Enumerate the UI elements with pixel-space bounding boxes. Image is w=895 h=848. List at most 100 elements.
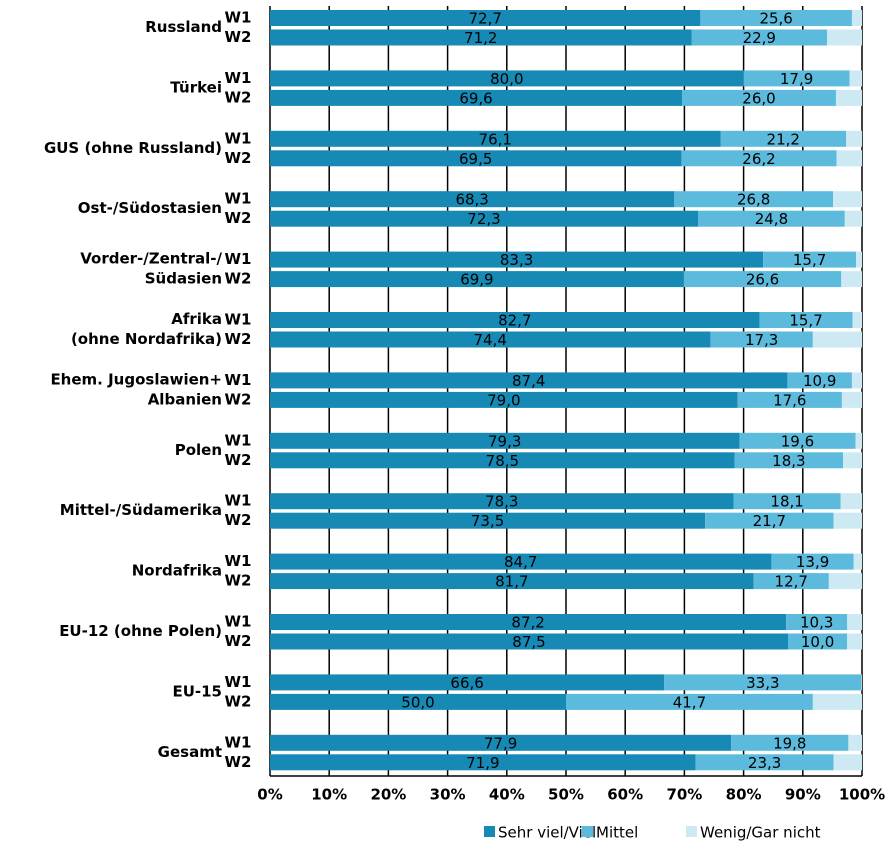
group-label: Polen: [175, 441, 222, 459]
x-tick-label: 90%: [785, 786, 821, 804]
wave-label: W2: [225, 88, 252, 106]
value-label: 24,8: [755, 210, 788, 228]
value-label: 69,9: [460, 271, 493, 289]
value-label: 87,4: [512, 372, 545, 390]
value-label: 71,9: [466, 754, 499, 772]
wave-label: W1: [225, 190, 252, 208]
bar-segment: [786, 614, 848, 630]
value-label: 22,9: [743, 29, 776, 47]
wave-label: W2: [225, 149, 252, 167]
x-tick-label: 30%: [430, 786, 466, 804]
bar-segment: [788, 633, 848, 650]
wave-label: W1: [225, 733, 252, 751]
bar-segment: [270, 452, 735, 469]
wave-label: W2: [225, 572, 252, 590]
value-label: 25,6: [759, 10, 792, 28]
bar-segment: [695, 754, 834, 771]
bar-segment: [270, 573, 754, 590]
bar-segment: [844, 210, 862, 227]
bar-segment: [835, 89, 862, 106]
bar-segment: [787, 372, 852, 389]
value-label: 23,3: [748, 754, 781, 772]
bar-segment: [674, 191, 833, 208]
value-label: 72,7: [468, 10, 501, 28]
value-label: 87,2: [511, 614, 544, 632]
bar-segment: [812, 693, 862, 710]
bar-segment: [852, 312, 862, 328]
bar-segment: [841, 391, 862, 408]
value-label: 81,7: [495, 573, 528, 591]
value-label: 71,2: [464, 29, 497, 47]
wave-label: W1: [225, 431, 252, 449]
bar-segment: [270, 493, 734, 510]
bar-segment: [847, 614, 862, 630]
value-label: 19,6: [781, 432, 814, 450]
wave-label: W1: [225, 250, 252, 268]
group-label: Türkei: [170, 78, 222, 96]
bar-segment: [812, 331, 862, 348]
x-tick-label: 60%: [607, 786, 643, 804]
value-label: 26,8: [737, 191, 770, 209]
group-label: Vorder-/Zentral-/: [80, 250, 222, 268]
value-label: 68,3: [455, 191, 488, 209]
bar-segment: [840, 493, 862, 510]
bar-segment: [851, 372, 862, 389]
x-tick-label: 50%: [548, 786, 584, 804]
wave-label: W2: [225, 330, 252, 348]
bar-segment: [270, 633, 788, 650]
value-label: 66,6: [450, 674, 483, 692]
wave-label: W2: [225, 692, 252, 710]
bar-segment: [720, 130, 847, 147]
bar-segment: [846, 130, 862, 147]
bar-segment: [270, 754, 696, 771]
bar-segment: [270, 210, 699, 227]
value-label: 73,5: [471, 512, 504, 530]
value-label: 69,6: [459, 89, 492, 107]
value-label: 26,2: [742, 150, 775, 168]
bar-segment: [734, 452, 844, 469]
bar-segment: [681, 150, 837, 167]
wave-label: W1: [225, 311, 252, 329]
bar-segment: [270, 251, 764, 268]
bar-segment: [759, 312, 853, 328]
group-label: Ost-/Südostasien: [78, 199, 222, 217]
bar-segment: [270, 130, 721, 147]
wave-label: W1: [225, 492, 252, 510]
value-label: 17,6: [773, 391, 806, 409]
bar-segment: [270, 693, 566, 710]
value-label: 78,3: [485, 493, 518, 511]
bar-segment: [843, 452, 862, 469]
bar-segment: [737, 391, 842, 408]
bar-segment: [270, 89, 683, 106]
bar-segment: [682, 89, 836, 106]
bar-segment: [753, 573, 829, 590]
value-label: 84,7: [504, 553, 537, 571]
group-label: EU-15: [172, 682, 222, 700]
group-label: Nordafrika: [132, 562, 222, 580]
bar-segment: [833, 512, 862, 529]
value-label: 10,0: [801, 633, 834, 651]
value-label: 10,9: [803, 372, 836, 390]
legend-label: Sehr viel/Viel: [498, 824, 596, 842]
bar-segment: [270, 512, 706, 529]
bar-segment: [743, 70, 850, 87]
wave-label: W2: [225, 753, 252, 771]
bar-segment: [849, 70, 862, 87]
group-label: Gesamt: [158, 743, 222, 761]
value-label: 79,0: [487, 391, 520, 409]
x-tick-label: 100%: [839, 786, 885, 804]
x-tick-label: 80%: [726, 786, 762, 804]
bar-segment: [861, 674, 862, 691]
bar-segment: [705, 512, 834, 529]
wave-label: W1: [225, 673, 252, 691]
x-tick-label: 10%: [311, 786, 347, 804]
value-label: 77,9: [484, 734, 517, 752]
value-label: 18,3: [772, 452, 805, 470]
wave-label: W1: [225, 129, 252, 147]
bar-segment: [270, 553, 772, 570]
value-label: 10,3: [800, 614, 833, 632]
wave-label: W2: [225, 390, 252, 408]
value-label: 12,7: [775, 573, 808, 591]
value-label: 72,3: [467, 210, 500, 228]
